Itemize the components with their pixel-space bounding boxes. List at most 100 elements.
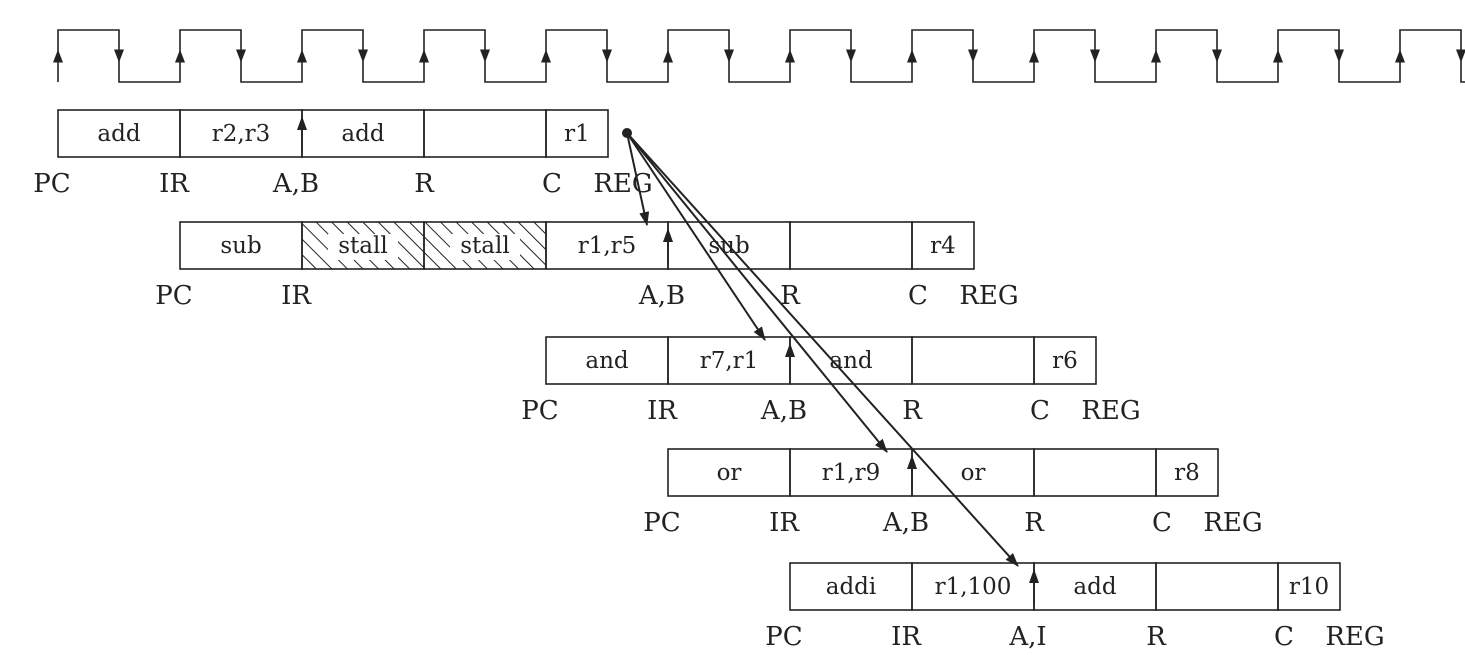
stage-label: REG [1203,508,1262,538]
stage-label: R [414,169,435,199]
stage-label: PC [33,169,70,199]
pipeline-row-and: and r7,r1 and r6 PC IR A,B R C REG [521,336,1141,426]
stage-label: R [780,281,801,311]
stage-label: R [1024,508,1045,538]
stage-label: A,B [882,508,929,538]
stage-label: REG [1081,396,1140,426]
clock-falling-edge-arrow [724,49,734,63]
clock-rising-edge-arrow [541,49,551,63]
clock-falling-edge-arrow [1456,49,1465,63]
forwarding-arrow [626,132,1019,567]
clock-falling-edge-arrow [968,49,978,63]
clock-falling-edge-arrow [236,49,246,63]
pipeline-cell-text: or [717,460,742,486]
pipeline-cell-text: r1,100 [935,574,1012,600]
pipeline-cell [545,109,609,158]
pipeline-cell-text: r1,r5 [578,233,637,259]
pipeline-cell [1155,448,1219,497]
stage-label: PC [155,281,192,311]
pipeline-cell [1277,562,1341,611]
clock-rising-edge-arrow [53,49,63,63]
pipeline-row-or: or r1,r9 or r8 PC IR A,B R C REG [643,448,1263,538]
stage-label: IR [891,622,922,652]
stage-label: A,I [1008,622,1046,652]
clock-rising-edge-arrow [1395,49,1405,63]
clock-rising-edge-arrow [785,49,795,63]
clock-signal [57,29,1465,83]
pipeline-row-addi: addi r1,100 add r10 PC IR A,I R C REG [765,562,1385,652]
stage-label: PC [765,622,802,652]
clock-rising-edge-arrow [1151,49,1161,63]
clock-falling-edge-arrow [1334,49,1344,63]
stage-label: A,B [760,396,807,426]
pipeline-cell-text: and [585,348,629,374]
forwarding-arrow [626,132,650,226]
clock-falling-edge-arrow [1212,49,1222,63]
clock-falling-edge-arrow [358,49,368,63]
clock-falling-edge-arrow [602,49,612,63]
pipeline-cell-text: r4 [930,233,956,259]
clock-rising-edge-arrow [297,49,307,63]
stage-label: IR [281,281,312,311]
pipeline-row-add: add r2,r3 add r1 PC IR A,B R C REG [33,109,653,199]
stage-label: R [1146,622,1167,652]
stage-label: C [1152,508,1172,538]
pipeline-cell-text: r8 [1174,460,1200,486]
pipeline-cell-text: add [97,121,140,147]
clock-rising-edge-arrow [175,49,185,63]
stall-text: stall [460,233,509,259]
stage-label: A,B [638,281,685,311]
stage-label: C [908,281,928,311]
clock-falling-edge-arrow [114,49,124,63]
stage-label: C [1030,396,1050,426]
clock-falling-edge-arrow [480,49,490,63]
clock-rising-edge-arrow [663,49,673,63]
stage-label: C [1274,622,1294,652]
pipeline-cell-text: addi [826,574,877,600]
clock-falling-edge-arrow [846,49,856,63]
stall-label-background [450,234,520,260]
stage-label: R [902,396,923,426]
pipeline-cell [911,221,975,270]
clock-waveform [53,29,1465,83]
stage-label: PC [521,396,558,426]
clock-rising-edge-arrow [907,49,917,63]
stall-label-background [328,234,398,260]
stage-label: IR [159,169,190,199]
stall-text: stall [338,233,387,259]
pipeline-cell-text: r7,r1 [700,348,759,374]
forwarding-arrows [622,128,1019,567]
clock-falling-edge-arrow [1090,49,1100,63]
pipeline-cell [1033,336,1097,385]
forwarding-arrow [626,132,888,453]
pipeline-cell-text: r2,r3 [212,121,271,147]
clock-rising-edge-arrow [1273,49,1283,63]
pipeline-row-sub: sub stall stall r1,r5 sub r4 PC IR A,B R… [155,221,1019,311]
stage-label: A,B [272,169,319,199]
stage-label: C [542,169,562,199]
pipeline-cell-text: sub [220,233,261,259]
pipeline-rows: add r2,r3 add r1 PC IR A,B R C REG sub s… [33,109,1385,652]
pipeline-cell [911,336,1035,385]
stage-label: IR [647,396,678,426]
pipeline-cell-text: add [1073,574,1116,600]
pipeline-cell-text: r6 [1052,348,1078,374]
pipeline-cell [1033,448,1157,497]
pipeline-cell-text: r1 [564,121,590,147]
clock-rising-edge-arrow [419,49,429,63]
stage-label: REG [1325,622,1384,652]
forwarding-arrow [626,132,766,341]
pipeline-cell-text: r1,r9 [822,460,881,486]
pipeline-cell-text: r10 [1289,574,1329,600]
stage-label: REG [593,169,652,199]
stage-label: PC [643,508,680,538]
pipeline-cell-text: or [961,460,986,486]
clock-rising-edge-arrow [1029,49,1039,63]
stage-label: REG [959,281,1018,311]
pipeline-cell [1155,562,1279,611]
stage-label: IR [769,508,800,538]
pipeline-cell-text: add [341,121,384,147]
pipeline-cell-text: and [829,348,873,374]
